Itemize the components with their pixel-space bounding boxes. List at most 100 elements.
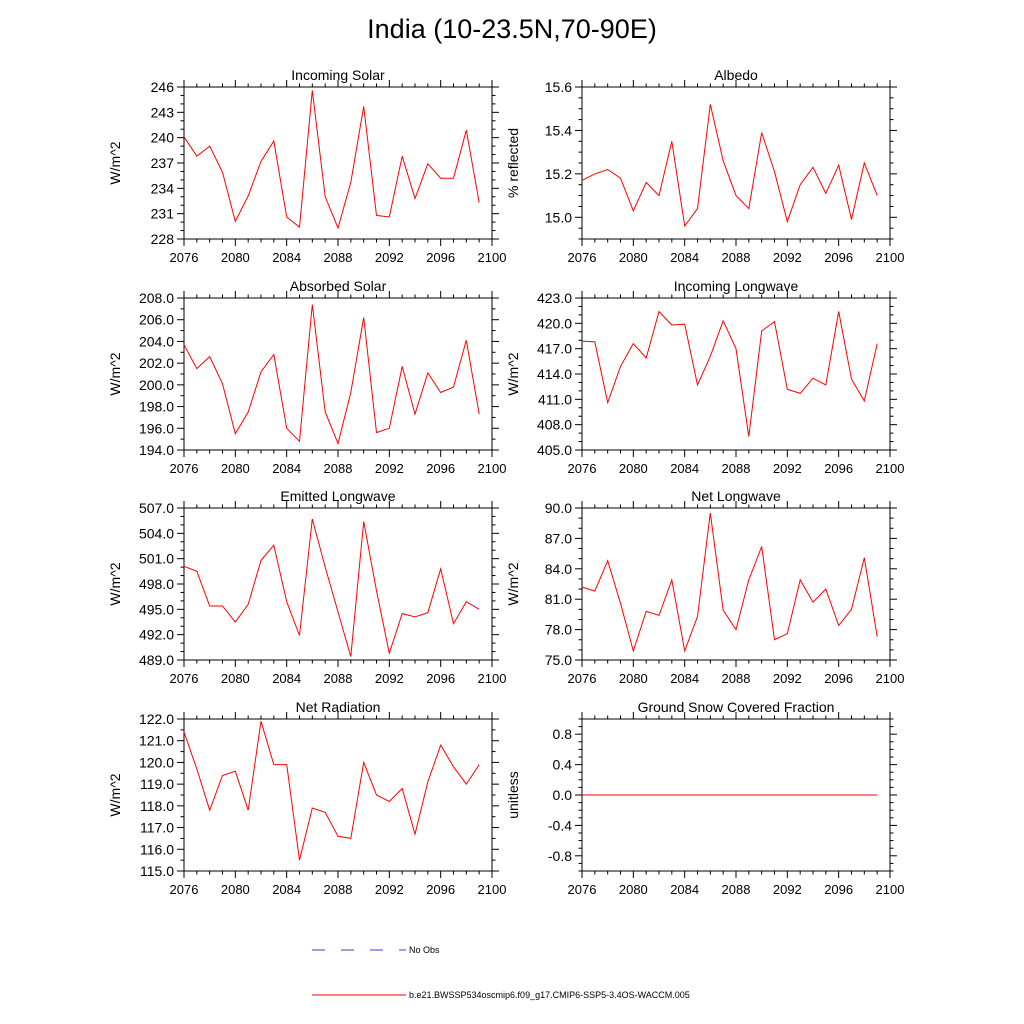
chart-6-xtick-label: 2080	[619, 671, 648, 686]
chart-4-series-line	[581, 310, 878, 437]
chart-5-series-line	[183, 518, 480, 657]
chart-1-ytick-label: 237	[151, 155, 175, 171]
chart-4-xtick-label: 2092	[773, 461, 802, 476]
chart-3-panel: Absorbed Solar W/m^2 2076 2080 2084 2088 2092 2…	[107, 278, 506, 476]
chart-5-xtick-label: 2092	[375, 671, 404, 686]
chart-1-plot-frame	[183, 86, 493, 240]
chart-2-xtick-label: 2096	[824, 250, 853, 265]
chart-7-ytick-label: 116.0	[140, 841, 174, 857]
chart-5-ytick-label: 504.0	[139, 525, 174, 541]
chart-1-ytick-label: 240	[151, 130, 175, 146]
chart-3-xtick-label: 2076	[170, 461, 199, 476]
chart-6-series-line	[581, 513, 878, 653]
chart-7-xtick-label: 2096	[426, 882, 455, 897]
chart-8-ytick-label: 0.8	[553, 726, 573, 742]
chart-7-panel: Net Radiation W/m^2 2076 2080 2084 2088 2092 20…	[107, 699, 506, 897]
chart-5-plot-frame	[183, 507, 493, 661]
chart-7-xtick-label: 2100	[478, 882, 507, 897]
chart-7-ytick-label: 120.0	[139, 754, 174, 770]
chart-6-ytick-label: 81.0	[545, 591, 572, 607]
chart-8-ytick-label: -0.8	[548, 848, 572, 864]
chart-1-series-line	[183, 90, 480, 230]
chart-1-xtick-label: 2088	[324, 250, 353, 265]
chart-2-xtick-label: 2084	[670, 250, 699, 265]
chart-1-xtick-label: 2080	[221, 250, 250, 265]
chart-4-panel: Incoming Longwave W/m^2 2076 2080 2084 2088 20…	[505, 278, 904, 476]
chart-1-ylabel: W/m^2	[107, 141, 123, 184]
chart-6-ylabel: W/m^2	[505, 562, 521, 605]
chart-6-ytick-label: 78.0	[545, 622, 572, 638]
chart-8-ytick-label: 0.0	[553, 787, 573, 803]
chart-2-ytick-label: 15.6	[545, 79, 572, 95]
chart-5-ylabel: W/m^2	[107, 562, 123, 605]
chart-5-ytick-label: 495.0	[139, 601, 174, 617]
chart-3-ytick-label: 198.0	[139, 399, 174, 415]
chart-1-xtick-label: 2092	[375, 250, 404, 265]
chart-4-xtick-label: 2096	[824, 461, 853, 476]
chart-7-ytick-label: 119.0	[140, 776, 174, 792]
chart-4-plot-frame	[581, 297, 891, 451]
chart-4-ytick-label: 405.0	[537, 442, 572, 458]
chart-6-plot-frame	[581, 507, 891, 661]
chart-6-ytick-label: 84.0	[545, 561, 572, 577]
chart-2-ylabel: % reflected	[505, 128, 521, 198]
chart-2-xtick-label: 2088	[722, 250, 751, 265]
chart-7-xtick-label: 2088	[324, 882, 353, 897]
chart-8-xtick-label: 2100	[876, 882, 905, 897]
chart-5-xtick-label: 2076	[170, 671, 199, 686]
chart-3-ytick-label: 208.0	[139, 290, 174, 306]
chart-1-xtick-label: 2100	[478, 250, 507, 265]
chart-5-xtick-label: 2096	[426, 671, 455, 686]
chart-2-ytick-label: 15.4	[545, 122, 572, 138]
chart-7-series-line	[183, 721, 480, 861]
chart-3-xtick-label: 2092	[375, 461, 404, 476]
chart-6-xtick-label: 2088	[722, 671, 751, 686]
chart-2-series-line	[581, 104, 878, 228]
chart-2-ytick-label: 15.2	[545, 166, 572, 182]
chart-2-xtick-label: 2080	[619, 250, 648, 265]
chart-3-xtick-label: 2100	[478, 461, 507, 476]
chart-3-ytick-label: 204.0	[139, 333, 174, 349]
chart-5-ytick-label: 492.0	[139, 627, 174, 643]
chart-5-ytick-label: 507.0	[139, 500, 174, 516]
chart-8-panel: Ground Snow Covered Fraction unitless 2076…	[505, 699, 904, 897]
chart-4-ytick-label: 408.0	[537, 417, 572, 433]
chart-4-ytick-label: 414.0	[537, 366, 572, 382]
chart-7-xtick-label: 2084	[272, 882, 301, 897]
chart-6-panel: Net Longwave W/m^2 2076 2080 2084 2088 2092 209…	[505, 488, 904, 686]
chart-2-xtick-label: 2100	[876, 250, 905, 265]
chart-8-xtick-label: 2092	[773, 882, 802, 897]
chart-8-ytick-label: -0.4	[548, 817, 572, 833]
chart-1-xtick-label: 2084	[272, 250, 301, 265]
chart-1-ytick-label: 234	[151, 180, 175, 196]
chart-3-xtick-label: 2084	[272, 461, 301, 476]
chart-6-title: Net Longwave	[691, 488, 781, 504]
chart-1-ytick-label: 243	[151, 104, 175, 120]
chart-5-panel: Emitted Longwave W/m^2 2076 2080 2084 2088 209…	[107, 488, 506, 686]
chart-3-ytick-label: 200.0	[139, 377, 174, 393]
chart-3-ylabel: W/m^2	[107, 352, 123, 395]
chart-3-ytick-label: 206.0	[139, 312, 174, 328]
chart-6-xtick-label: 2084	[670, 671, 699, 686]
chart-4-xtick-label: 2084	[670, 461, 699, 476]
chart-7-ylabel: W/m^2	[107, 773, 123, 816]
chart-7-plot-frame	[183, 718, 493, 872]
chart-7-ytick-label: 122.0	[139, 711, 174, 727]
chart-5-xtick-label: 2088	[324, 671, 353, 686]
chart-5-xtick-label: 2084	[272, 671, 301, 686]
chart-4-ytick-label: 417.0	[537, 341, 572, 357]
chart-6-xtick-label: 2092	[773, 671, 802, 686]
chart-3-xtick-label: 2088	[324, 461, 353, 476]
chart-1-title: Incoming Solar	[291, 67, 385, 83]
chart-7-xtick-label: 2092	[375, 882, 404, 897]
chart-3-series-line	[183, 304, 480, 446]
chart-6-xtick-label: 2100	[876, 671, 905, 686]
chart-4-xtick-label: 2080	[619, 461, 648, 476]
chart-5-ytick-label: 501.0	[139, 551, 174, 567]
chart-2-title: Albedo	[714, 67, 758, 83]
chart-5-xtick-label: 2100	[478, 671, 507, 686]
chart-5-ytick-label: 498.0	[139, 576, 174, 592]
legend: No Obs b.e21.BWSSP534oscmip6.f09_g17.CMI…	[312, 945, 690, 1000]
chart-1-xtick-label: 2076	[170, 250, 199, 265]
